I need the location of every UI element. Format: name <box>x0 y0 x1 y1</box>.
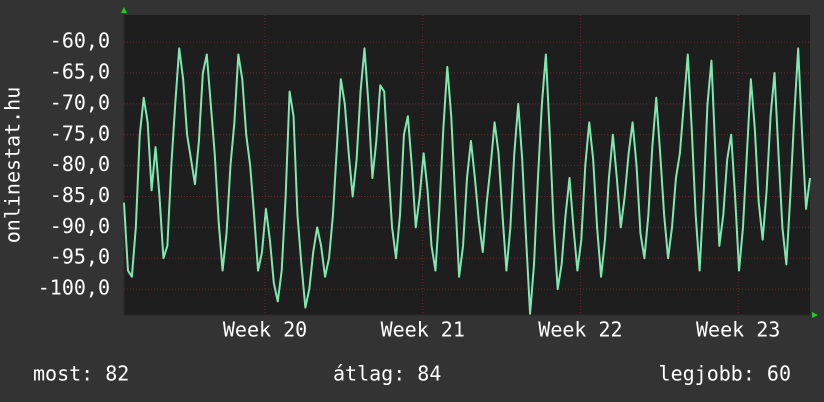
y-tick-label: -65,0 <box>50 60 110 84</box>
current-value: most: 82 <box>33 362 129 386</box>
x-tick-label: Week 20 <box>223 318 307 342</box>
best-value: legjobb: 60 <box>659 362 791 386</box>
x-tick-label: Week 21 <box>381 318 465 342</box>
x-arrow <box>812 312 818 318</box>
y-arrow <box>121 7 127 13</box>
data-line <box>123 47 811 315</box>
y-tick-label: -100,0 <box>38 276 110 300</box>
x-tick-label: Week 22 <box>538 318 622 342</box>
y-tick-label: -60,0 <box>50 29 110 53</box>
y-tick-label: -80,0 <box>50 152 110 176</box>
y-axis-label: onlinestat.hu <box>1 87 25 244</box>
y-tick-label: -85,0 <box>50 183 110 207</box>
y-tick-label: -70,0 <box>50 90 110 114</box>
y-tick-label: -75,0 <box>50 121 110 145</box>
y-tick-label: -95,0 <box>50 245 110 269</box>
y-tick-label: -90,0 <box>50 214 110 238</box>
plot-area <box>124 15 810 315</box>
x-tick-label: Week 23 <box>696 318 780 342</box>
average-value: átlag: 84 <box>333 362 441 386</box>
